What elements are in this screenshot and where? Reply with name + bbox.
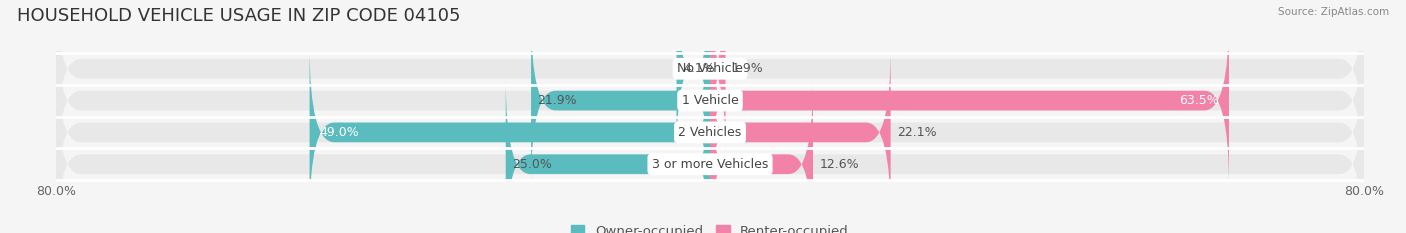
Text: 3 or more Vehicles: 3 or more Vehicles (652, 158, 768, 171)
FancyBboxPatch shape (56, 0, 1364, 154)
FancyBboxPatch shape (506, 79, 710, 233)
Legend: Owner-occupied, Renter-occupied: Owner-occupied, Renter-occupied (567, 219, 853, 233)
Text: 63.5%: 63.5% (1180, 94, 1219, 107)
FancyBboxPatch shape (710, 47, 890, 218)
Text: 1.9%: 1.9% (733, 62, 763, 75)
Text: 12.6%: 12.6% (820, 158, 859, 171)
Text: No Vehicle: No Vehicle (678, 62, 742, 75)
Text: 2 Vehicles: 2 Vehicles (679, 126, 741, 139)
FancyBboxPatch shape (702, 0, 734, 154)
FancyBboxPatch shape (710, 79, 813, 233)
Text: HOUSEHOLD VEHICLE USAGE IN ZIP CODE 04105: HOUSEHOLD VEHICLE USAGE IN ZIP CODE 0410… (17, 7, 460, 25)
Text: 21.9%: 21.9% (537, 94, 578, 107)
Text: 25.0%: 25.0% (512, 158, 553, 171)
Text: 4.1%: 4.1% (683, 62, 714, 75)
Text: 22.1%: 22.1% (897, 126, 936, 139)
FancyBboxPatch shape (676, 0, 710, 154)
FancyBboxPatch shape (309, 47, 710, 218)
FancyBboxPatch shape (56, 47, 1364, 218)
FancyBboxPatch shape (531, 15, 710, 186)
Text: Source: ZipAtlas.com: Source: ZipAtlas.com (1278, 7, 1389, 17)
Text: 1 Vehicle: 1 Vehicle (682, 94, 738, 107)
Text: 49.0%: 49.0% (319, 126, 359, 139)
FancyBboxPatch shape (710, 15, 1229, 186)
FancyBboxPatch shape (56, 15, 1364, 186)
FancyBboxPatch shape (56, 79, 1364, 233)
